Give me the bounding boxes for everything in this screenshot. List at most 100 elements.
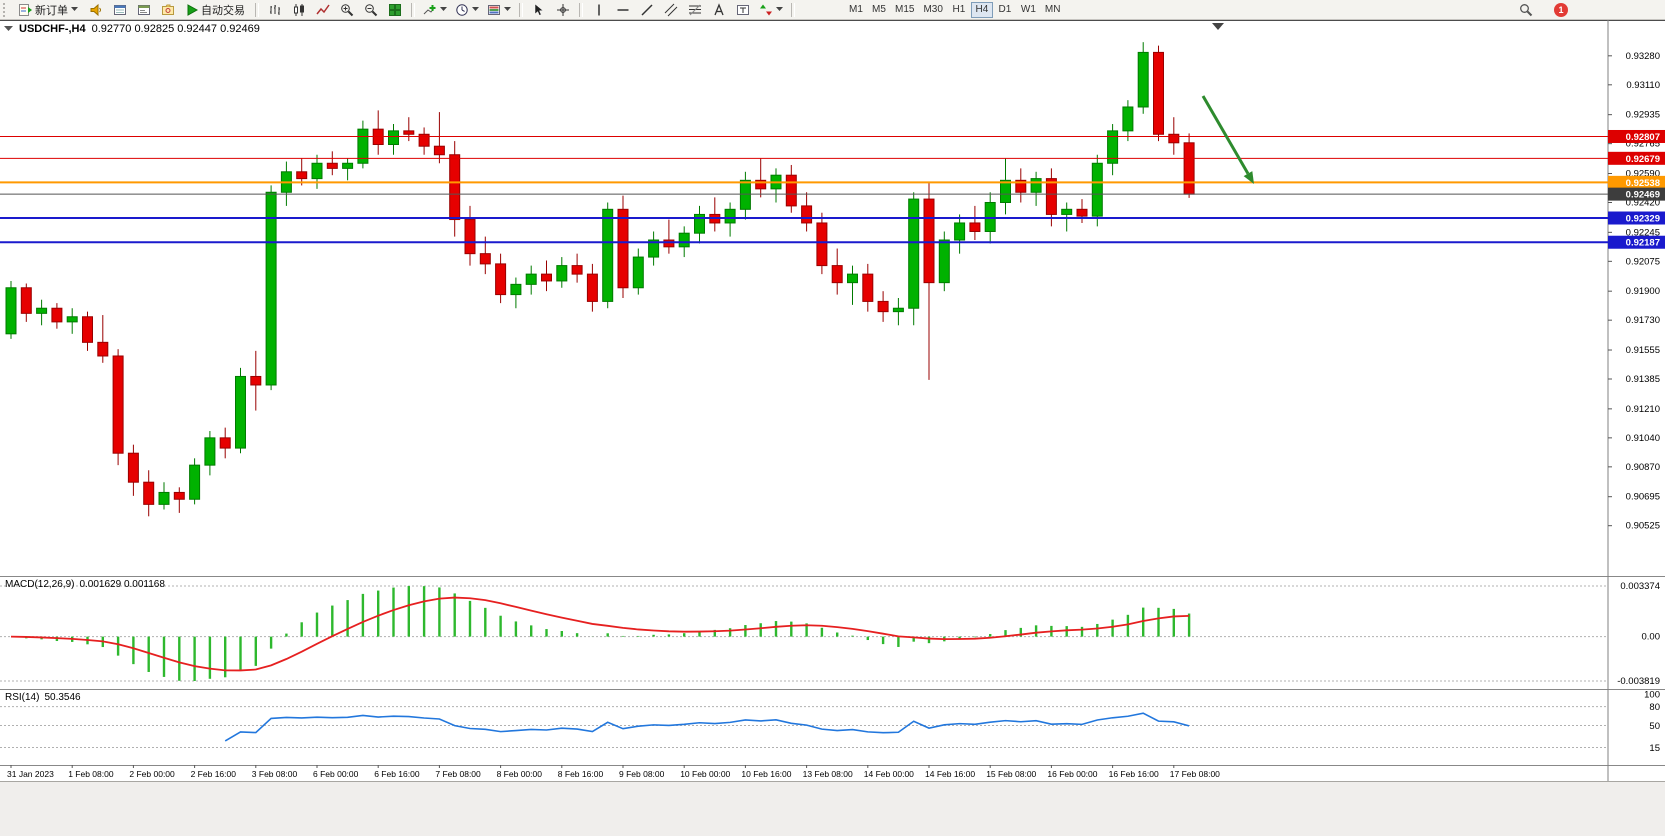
tab-m1[interactable]: M1 bbox=[845, 2, 867, 18]
search-button[interactable] bbox=[1514, 1, 1538, 19]
macd-panel[interactable]: 0.003374 0.00 -0.003819 bbox=[0, 576, 1665, 689]
toolbar-separator bbox=[579, 2, 583, 17]
price-axis-label[interactable]: 0.91210 bbox=[1626, 404, 1660, 415]
candle-body bbox=[571, 265, 583, 275]
price-axis-label[interactable]: 0.91385 bbox=[1626, 374, 1660, 385]
navigator-button[interactable] bbox=[156, 1, 180, 19]
channel-button[interactable] bbox=[659, 1, 683, 19]
price-tag-label: 0.92538 bbox=[1626, 178, 1660, 189]
time-axis-label: 8 Feb 16:00 bbox=[558, 769, 604, 779]
price-tag[interactable] bbox=[1608, 211, 1665, 225]
time-axis-label: 3 Feb 08:00 bbox=[252, 769, 298, 779]
fibonacci-button[interactable] bbox=[683, 1, 707, 19]
time-axis[interactable]: 31 Jan 2023 1 Feb 08:00 2 Feb 00:00 2 Feb 1… bbox=[0, 765, 1665, 781]
candlestick-chart-icon bbox=[294, 3, 304, 16]
toolbar-grip[interactable] bbox=[3, 2, 9, 17]
tab-mn[interactable]: MN bbox=[1041, 2, 1065, 18]
notification-badge[interactable]: 1 bbox=[1554, 2, 1568, 17]
price-axis-label[interactable]: 0.91900 bbox=[1626, 286, 1660, 297]
price-axis-label[interactable]: 0.93280 bbox=[1626, 51, 1660, 62]
candle-body bbox=[923, 198, 935, 284]
new-order-button[interactable]: 新订单 bbox=[12, 1, 84, 19]
price-axis-label[interactable]: 0.92075 bbox=[1626, 256, 1660, 267]
candle-body bbox=[954, 222, 966, 241]
sound-button[interactable] bbox=[84, 1, 108, 19]
candle-body bbox=[449, 154, 461, 221]
time-axis-label: 6 Feb 16:00 bbox=[374, 769, 420, 779]
chart-shift-marker[interactable] bbox=[1212, 23, 1224, 30]
macd-axis-label: -0.003819 bbox=[1617, 676, 1660, 687]
auto-trading-button[interactable]: 自动交易 bbox=[180, 1, 251, 19]
candle-body bbox=[816, 222, 828, 267]
candle-body bbox=[1122, 106, 1134, 132]
collapse-icon[interactable] bbox=[4, 26, 13, 32]
templates-button[interactable] bbox=[483, 1, 515, 19]
zoom-out-button[interactable] bbox=[359, 1, 383, 19]
crosshair-button[interactable] bbox=[551, 1, 575, 19]
cursor-button[interactable] bbox=[527, 1, 551, 19]
candle-body bbox=[678, 232, 690, 248]
tile-windows-button[interactable] bbox=[383, 1, 407, 19]
tab-d1[interactable]: D1 bbox=[994, 2, 1016, 18]
candle-body bbox=[357, 128, 369, 164]
tab-w1[interactable]: W1 bbox=[1017, 2, 1040, 18]
candle-body bbox=[66, 316, 78, 323]
tab-m5[interactable]: M5 bbox=[868, 2, 890, 18]
cursor-icon bbox=[534, 2, 544, 16]
time-axis-label: 31 Jan 2023 bbox=[7, 769, 54, 779]
price-axis-label[interactable]: 0.92420 bbox=[1626, 197, 1660, 208]
zoom-in-button[interactable] bbox=[335, 1, 359, 19]
arrows-tool-button[interactable] bbox=[755, 1, 787, 19]
candle-body bbox=[82, 316, 93, 343]
price-tag[interactable] bbox=[1608, 151, 1665, 165]
price-tag[interactable] bbox=[1608, 129, 1665, 143]
trendline-button[interactable] bbox=[635, 1, 659, 19]
price-axis-label[interactable]: 0.93110 bbox=[1626, 80, 1660, 91]
tab-m15[interactable]: M15 bbox=[891, 2, 918, 18]
price-tag[interactable] bbox=[1608, 175, 1665, 189]
candle-body bbox=[97, 341, 109, 357]
candle-body bbox=[36, 307, 48, 314]
price-axis-label[interactable]: 0.91555 bbox=[1626, 345, 1660, 356]
trend-arrow-annotation[interactable] bbox=[1201, 95, 1254, 184]
price-axis-label[interactable]: 0.90525 bbox=[1626, 521, 1660, 532]
bar-chart-icon bbox=[270, 4, 280, 15]
indicators-button[interactable] bbox=[419, 1, 451, 19]
price-axis-label[interactable]: 0.92590 bbox=[1626, 168, 1660, 179]
bottom-strip bbox=[0, 781, 1665, 836]
price-axis-label[interactable]: 0.91040 bbox=[1626, 433, 1660, 444]
text-tool-button[interactable] bbox=[707, 1, 731, 19]
vertical-line-button[interactable] bbox=[587, 1, 611, 19]
channel-icon bbox=[664, 3, 678, 16]
price-tag[interactable] bbox=[1608, 235, 1665, 249]
price-axis-label[interactable]: 0.92765 bbox=[1626, 139, 1660, 150]
time-axis-label: 2 Feb 00:00 bbox=[129, 769, 175, 779]
candle-body bbox=[189, 464, 201, 500]
tab-m30[interactable]: M30 bbox=[919, 2, 946, 18]
main-chart[interactable]: 0.93280 0.93110 0.92935 0.92765 0.92590 0.924… bbox=[0, 20, 1665, 576]
price-axis-label[interactable]: 0.90870 bbox=[1626, 462, 1660, 473]
price-axis-label[interactable]: 0.91730 bbox=[1626, 315, 1660, 326]
price-axis-label[interactable]: 0.92245 bbox=[1626, 227, 1660, 238]
price-axis-label[interactable]: 0.92935 bbox=[1626, 110, 1660, 121]
text-label-button[interactable] bbox=[731, 1, 755, 19]
tab-h1[interactable]: H1 bbox=[948, 2, 970, 18]
candlestick-chart-button[interactable] bbox=[287, 1, 311, 19]
time-axis-label: 16 Feb 16:00 bbox=[1109, 769, 1159, 779]
tab-h4[interactable]: H4 bbox=[970, 1, 993, 18]
line-chart-button[interactable] bbox=[311, 1, 335, 19]
vertical-line-icon bbox=[598, 4, 600, 15]
data-window-button[interactable] bbox=[132, 1, 156, 19]
market-watch-button[interactable] bbox=[108, 1, 132, 19]
toolbar-separator bbox=[519, 2, 523, 17]
candle-body bbox=[1015, 179, 1027, 193]
chart-window: 0.93280 0.93110 0.92935 0.92765 0.92590 0.924… bbox=[0, 20, 1665, 836]
bar-chart-button[interactable] bbox=[263, 1, 287, 19]
horizontal-line-button[interactable] bbox=[611, 1, 635, 19]
candle-body bbox=[586, 273, 598, 302]
price-axis-label[interactable]: 0.90695 bbox=[1626, 492, 1660, 503]
candle-body bbox=[632, 256, 644, 289]
periods-button[interactable] bbox=[451, 1, 483, 19]
chevron-down-icon bbox=[71, 7, 78, 11]
